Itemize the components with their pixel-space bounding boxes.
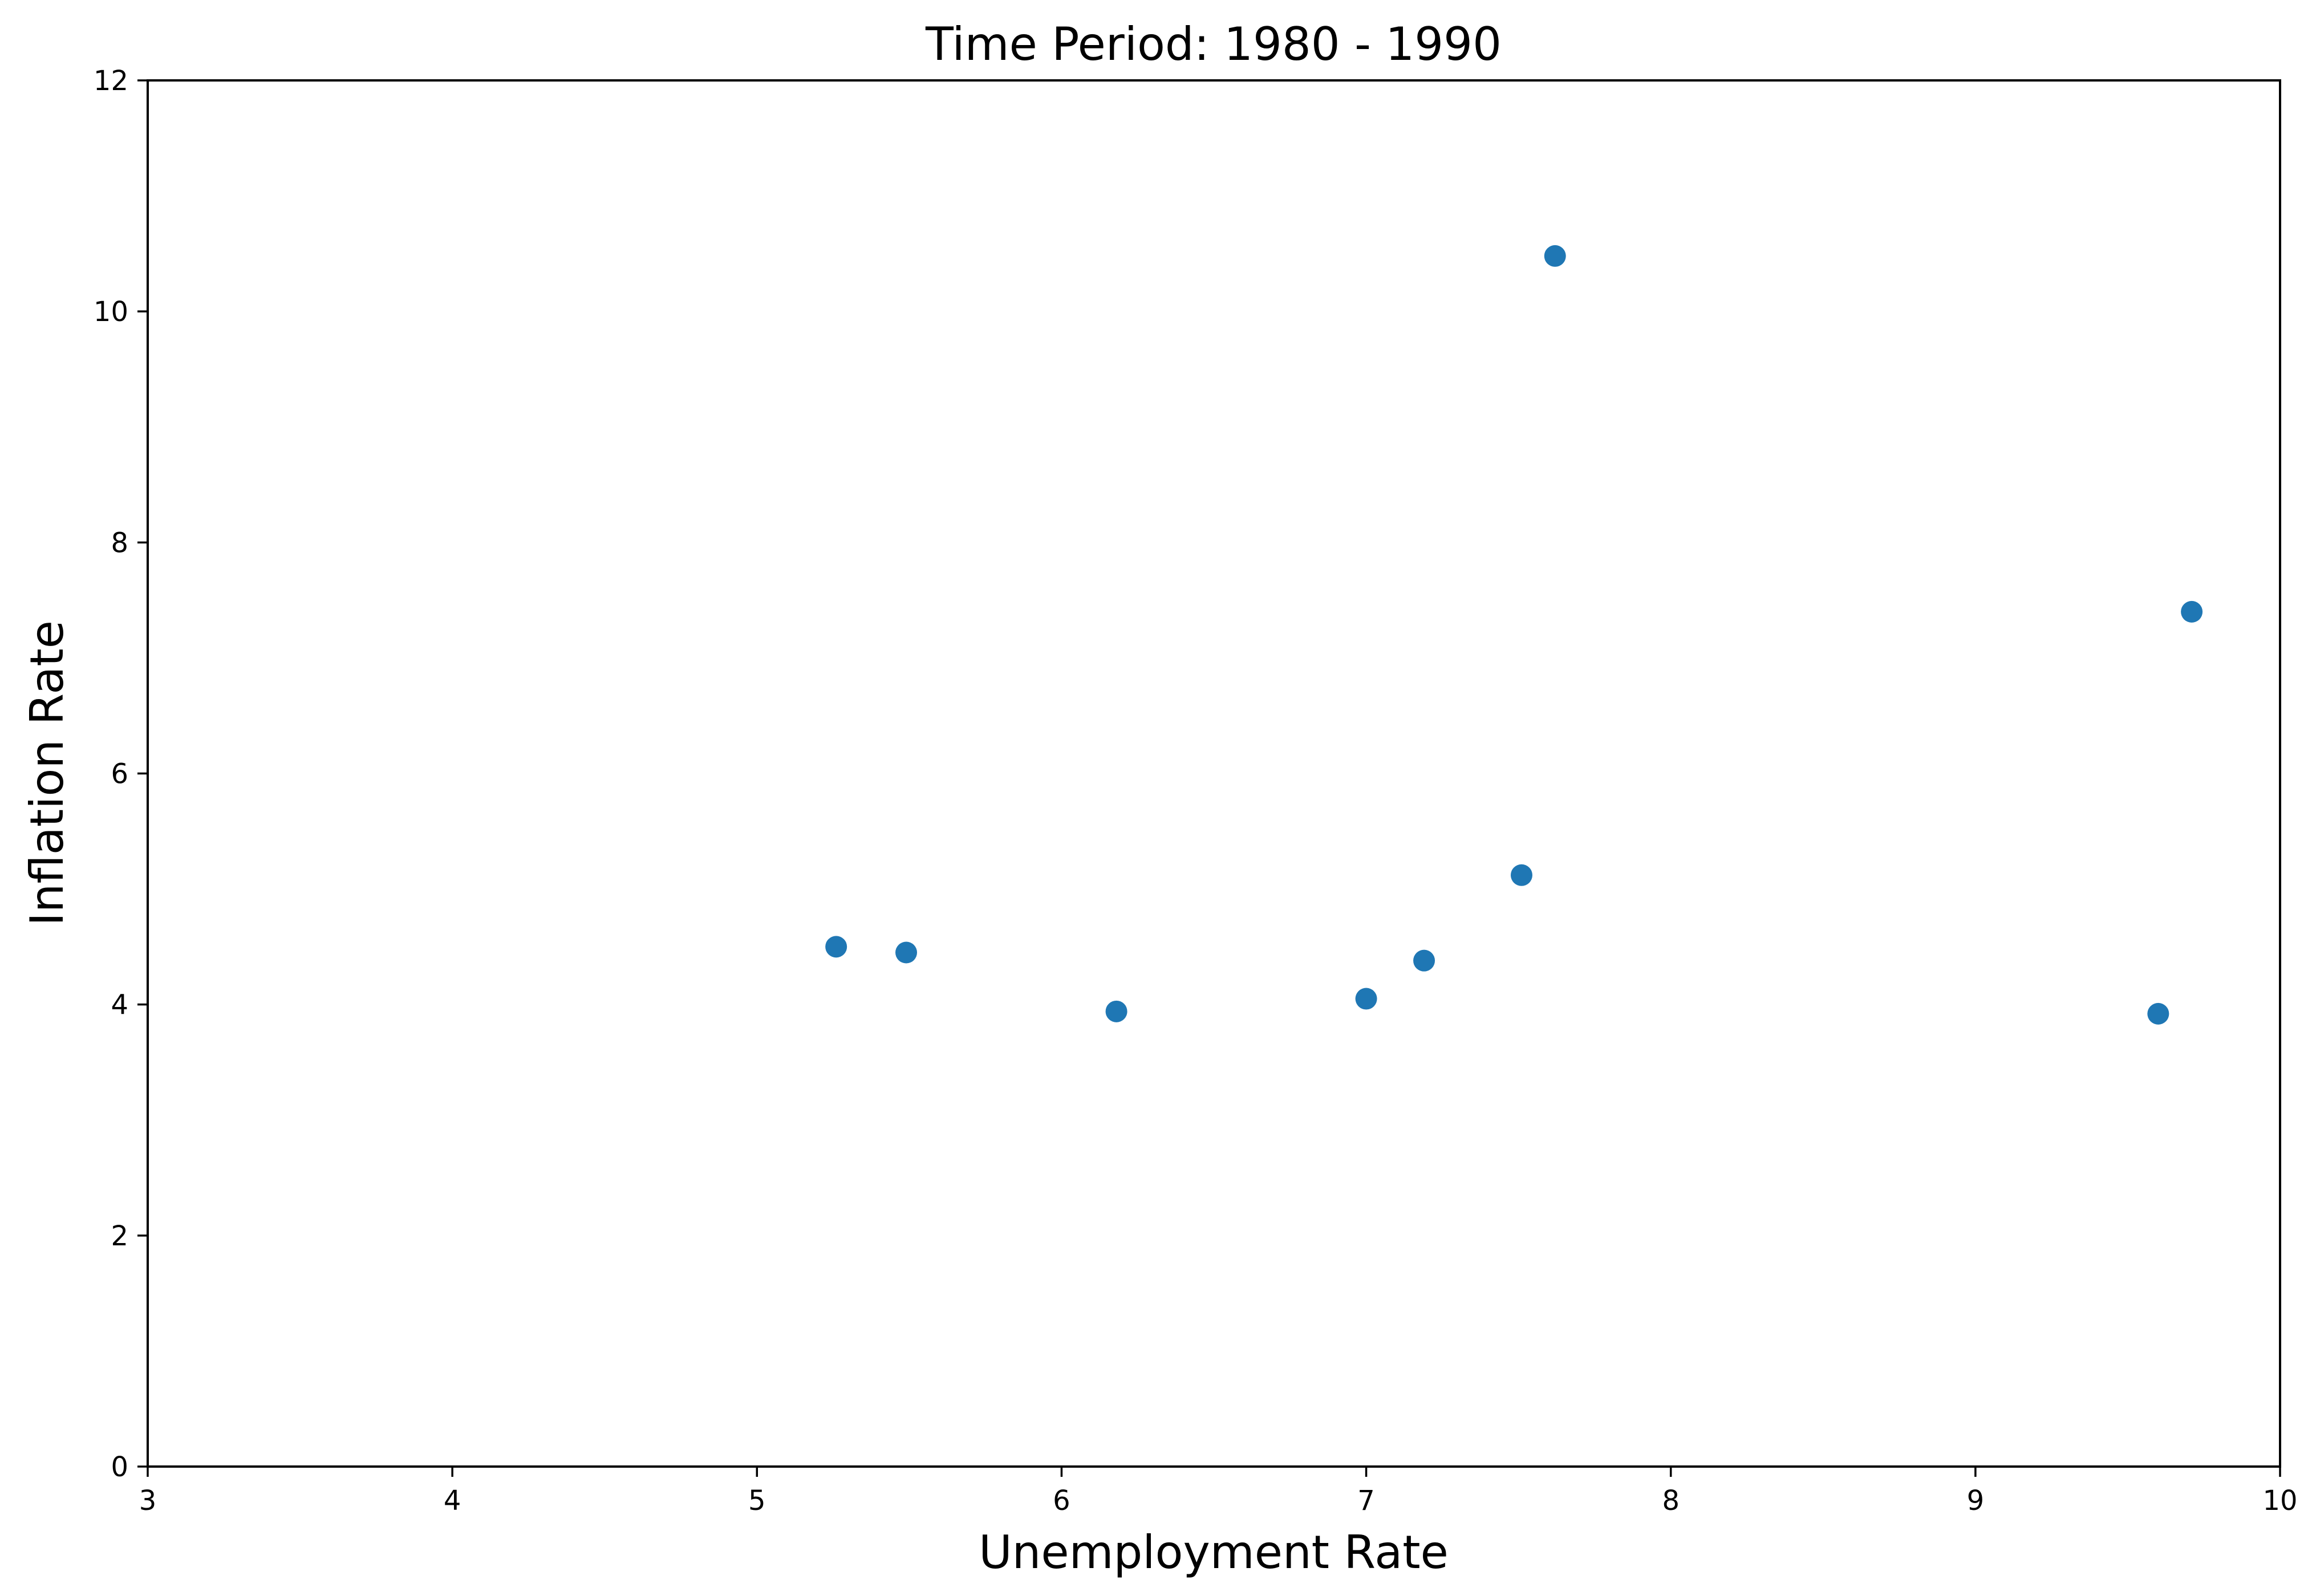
data-points <box>825 245 2203 1025</box>
y-tick-label: 0 <box>111 1451 128 1483</box>
y-tick-label: 2 <box>111 1220 128 1252</box>
y-tick-label: 4 <box>111 989 128 1021</box>
scatter-point <box>1413 949 1435 972</box>
y-tick-label: 6 <box>111 758 128 790</box>
x-tick-label: 8 <box>1662 1485 1680 1517</box>
y-axis: 0 2 4 6 8 10 12 <box>94 65 148 1483</box>
scatter-point <box>1510 864 1532 886</box>
x-tick-label: 5 <box>748 1485 766 1517</box>
x-axis: 3 4 5 6 7 8 9 10 <box>139 1467 2298 1517</box>
y-axis-label: Inflation Rate <box>21 620 74 926</box>
x-tick-label: 6 <box>1053 1485 1070 1517</box>
scatter-point <box>825 936 847 958</box>
scatter-point <box>1105 1000 1127 1022</box>
y-tick-label: 12 <box>94 65 128 97</box>
x-tick-label: 9 <box>1967 1485 1985 1517</box>
x-tick-label: 10 <box>2262 1485 2297 1517</box>
scatter-point <box>2147 1002 2169 1025</box>
scatter-point <box>2181 600 2203 623</box>
scatter-point <box>1355 988 1377 1010</box>
x-axis-label: Unemployment Rate <box>979 1526 1449 1579</box>
scatter-point <box>1544 245 1566 267</box>
scatter-point <box>895 941 918 964</box>
y-tick-label: 10 <box>94 296 128 328</box>
plot-area-frame <box>147 79 2281 1468</box>
y-tick-label: 8 <box>111 527 128 559</box>
chart-title: Time Period: 1980 - 1990 <box>925 18 1502 71</box>
x-tick-label: 4 <box>444 1485 461 1517</box>
x-tick-label: 3 <box>139 1485 157 1517</box>
x-tick-label: 7 <box>1357 1485 1375 1517</box>
